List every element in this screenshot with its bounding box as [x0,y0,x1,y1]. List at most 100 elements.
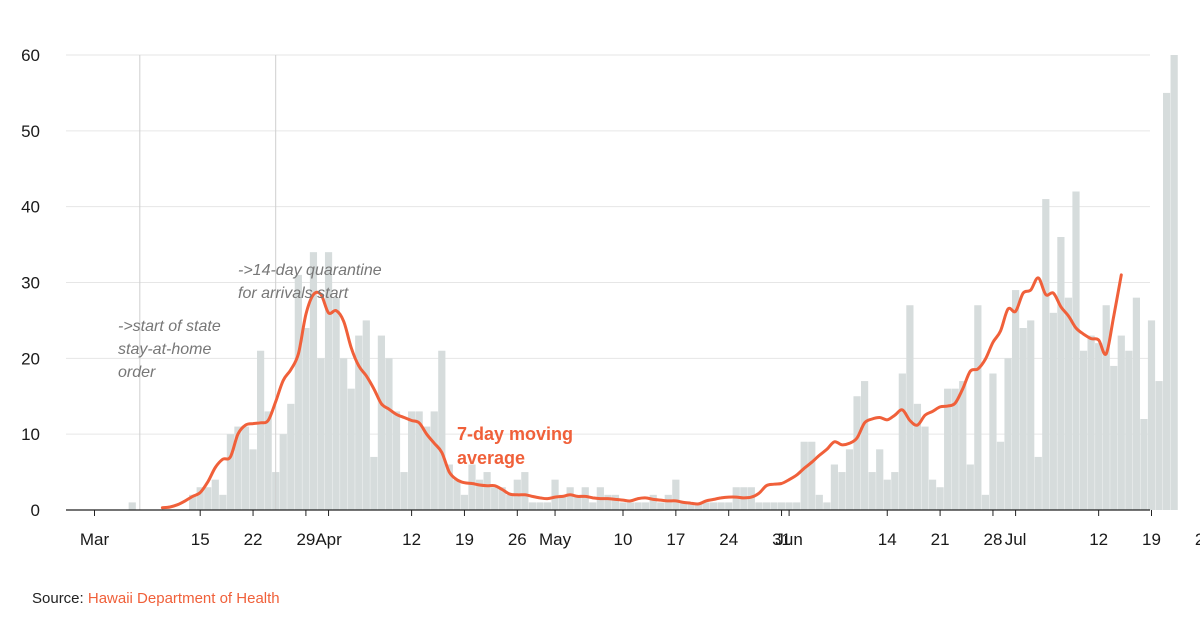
y-tick-label: 30 [21,274,40,293]
case-bar [861,381,869,510]
case-bar [483,472,491,510]
case-bar [1102,305,1110,510]
y-tick-label: 10 [21,425,40,444]
case-bar [445,464,453,510]
case-bar [340,358,348,510]
x-tick-label: 26 [508,530,527,549]
x-tick-label: 12 [1089,530,1108,549]
case-bar [853,396,861,510]
case-bar [1147,320,1156,510]
annotations: ->start of state stay-at-home order ->14-da… [118,262,573,468]
case-bar [1140,419,1148,510]
x-tick-label: 29 [296,530,315,549]
quarantine-annotation: ->14-day quarantine [238,262,382,279]
y-tick-label: 40 [21,198,40,217]
case-bar [966,464,974,510]
case-bar [1170,55,1178,510]
case-bar [687,502,695,510]
case-bar [800,441,808,510]
case-bar [1079,350,1088,510]
case-bar [717,502,725,510]
case-bar [619,502,627,510]
case-bar [536,502,544,510]
case-bar [370,456,378,510]
case-bar [1095,343,1103,510]
x-tick-label: Jul [1005,530,1027,549]
case-bar [657,502,665,510]
x-tick-label: Apr [315,530,342,549]
case-bar [664,494,672,510]
case-bar [423,426,431,510]
source-link[interactable]: Hawaii Department of Health [87,590,280,607]
case-bar [475,479,484,510]
cases-chart: 0 10 20 30 40 50 60 Mar 15 22 29 Apr 12 19 26 May 10 17 2… [21,46,1200,549]
case-bar [898,373,906,510]
case-bar [755,502,763,510]
case-bar [604,494,612,510]
x-tick-label: Jun [775,530,802,549]
x-tick-label: 19 [455,530,474,549]
case-bar [1057,237,1065,510]
case-bar [317,358,325,510]
case-bar [808,441,816,510]
case-bar [1042,199,1050,511]
case-bar [777,502,786,510]
case-bar [1064,297,1073,510]
case-bar [385,358,393,510]
case-bar [1049,312,1057,510]
case-bar [392,411,401,510]
stay-at-home-annotation: ->start of state [118,318,221,335]
x-tick-label: 17 [666,530,685,549]
case-bar [1004,358,1012,510]
case-bar [838,472,846,510]
case-bar [823,502,831,510]
case-bar [634,502,642,510]
x-tick-label: 22 [244,530,263,549]
case-bar [559,494,567,510]
quarantine-annotation: for arrivals start [238,285,349,302]
case-bar [332,297,340,510]
moving-average-label: 7-day moving [457,424,573,444]
case-bar [793,502,801,510]
case-bar [400,472,408,510]
case-bar [868,472,876,510]
case-bar [528,502,536,510]
case-bar [347,388,355,510]
case-bar [128,502,136,510]
case-bar [1110,365,1118,510]
case-bar [642,502,650,510]
case-bar [830,464,838,510]
case-bar [1125,350,1133,510]
case-bar [309,252,318,510]
case-bar [1155,381,1163,510]
x-tick-label: 26 [1195,530,1200,549]
case-bar [521,472,529,510]
case-bar [974,305,982,510]
case-bar [626,502,635,510]
case-bar [694,502,703,510]
case-bar [211,479,219,510]
case-bar [241,426,250,510]
case-bar [936,487,944,510]
case-bar [883,479,891,510]
case-bar [981,494,989,510]
y-tick-label: 60 [21,46,40,65]
case-bar [891,472,899,510]
case-bar [951,388,959,510]
case-bar [189,494,197,510]
case-bar [468,464,476,510]
case-bar [679,502,687,510]
case-bar [581,487,589,510]
case-bar [430,411,438,510]
case-bar [702,502,710,510]
case-bar [1019,328,1027,510]
x-tick-label: 14 [878,530,897,549]
case-bar [732,487,740,510]
case-bar [543,502,552,510]
case-bar [611,494,620,510]
case-bar [913,403,922,510]
case-bar [491,487,499,510]
source-note: Source: Hawaii Department of Health [32,590,280,607]
case-bar [959,381,967,510]
y-tick-label: 50 [21,122,40,141]
